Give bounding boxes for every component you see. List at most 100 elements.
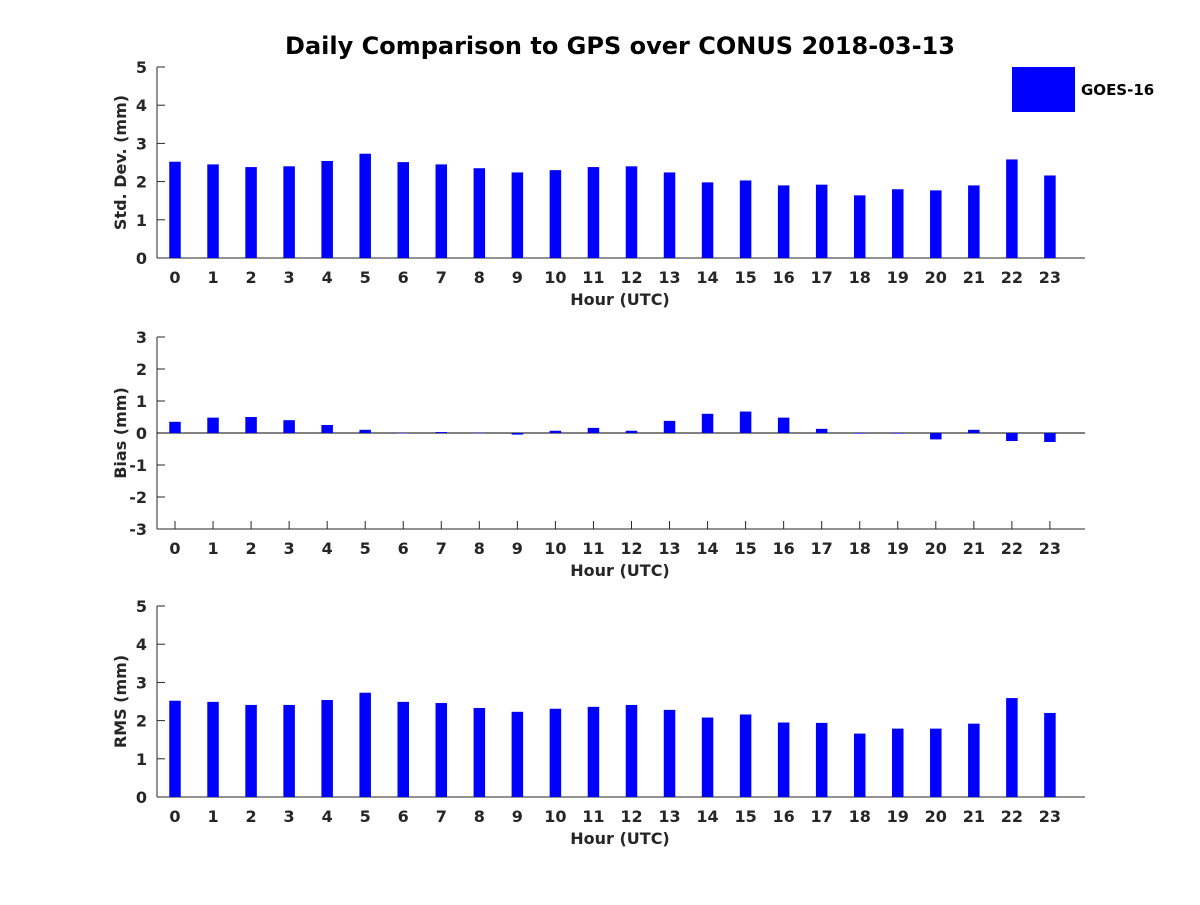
x-tick-label: 20 [925, 539, 947, 558]
bar-rms-23 [1044, 712, 1056, 797]
y-tick-label: 0 [136, 424, 147, 443]
bar-bias-18 [853, 433, 866, 434]
bar-rms-1 [207, 701, 219, 797]
x-tick-label: 3 [284, 807, 295, 826]
bar-std-dev-11 [587, 167, 600, 258]
x-tick-label: 13 [658, 268, 680, 287]
x-tick-label: 14 [696, 539, 718, 558]
x-tick-label: 17 [811, 268, 833, 287]
x-tick-label: 0 [169, 268, 180, 287]
y-axis-label: RMS (mm) [111, 655, 130, 748]
bar-std-dev-16 [777, 185, 790, 258]
y-tick-label: 2 [136, 712, 147, 731]
x-tick-label: 1 [207, 807, 218, 826]
x-tick-label: 8 [474, 268, 485, 287]
y-tick-label: 1 [136, 750, 147, 769]
x-tick-label: 0 [169, 539, 180, 558]
bar-std-dev-20 [930, 190, 942, 258]
y-tick-label: 3 [136, 673, 147, 692]
bar-std-dev-18 [853, 195, 866, 258]
bar-bias-14 [701, 413, 714, 433]
x-tick-label: 10 [544, 539, 566, 558]
y-tick-label: 5 [136, 58, 147, 77]
bar-rms-5 [359, 692, 371, 797]
bar-std-dev-10 [549, 170, 562, 258]
x-tick-label: 20 [925, 807, 947, 826]
bar-bias-1 [207, 417, 219, 433]
bar-rms-19 [892, 728, 904, 797]
x-tick-label: 6 [398, 807, 409, 826]
bar-bias-6 [397, 433, 409, 434]
bar-rms-9 [511, 711, 524, 797]
x-tick-label: 2 [246, 807, 257, 826]
x-tick-label: 3 [284, 268, 295, 287]
bar-rms-7 [435, 703, 448, 797]
y-tick-label: 4 [136, 96, 147, 115]
bar-std-dev-3 [283, 166, 295, 258]
x-tick-label: 22 [1001, 807, 1023, 826]
bar-bias-22 [1006, 433, 1018, 441]
x-tick-label: 13 [658, 539, 680, 558]
bar-bias-11 [587, 427, 600, 433]
bar-rms-20 [930, 728, 942, 797]
x-tick-label: 14 [696, 268, 718, 287]
bar-bias-20 [930, 433, 942, 440]
x-tick-label: 11 [582, 807, 604, 826]
bar-std-dev-23 [1044, 175, 1056, 258]
x-tick-label: 22 [1001, 539, 1023, 558]
x-tick-label: 23 [1039, 539, 1061, 558]
y-tick-label: 0 [136, 788, 147, 807]
x-tick-label: 14 [696, 807, 718, 826]
x-tick-label: 18 [849, 268, 871, 287]
x-axis-label: Hour (UTC) [570, 290, 670, 309]
bar-bias-16 [777, 417, 790, 433]
x-tick-label: 0 [169, 807, 180, 826]
x-tick-label: 2 [246, 539, 257, 558]
bar-std-dev-21 [968, 185, 980, 258]
x-tick-label: 5 [360, 807, 371, 826]
bar-std-dev-17 [815, 184, 828, 258]
x-tick-label: 18 [849, 807, 871, 826]
y-tick-label: 4 [136, 635, 147, 654]
bar-rms-18 [853, 733, 866, 797]
bar-bias-17 [815, 428, 828, 433]
y-tick-label: 2 [136, 173, 147, 192]
bar-rms-2 [245, 704, 257, 797]
y-axis-label: Std. Dev. (mm) [111, 95, 130, 230]
legend: GOES-16 [1012, 67, 1154, 112]
y-tick-label: 3 [136, 328, 147, 347]
bar-std-dev-12 [625, 166, 638, 258]
x-tick-label: 13 [658, 807, 680, 826]
bar-rms-6 [397, 701, 409, 797]
bar-rms-3 [283, 704, 295, 797]
x-axis-label: Hour (UTC) [570, 829, 670, 848]
y-tick-label: -3 [129, 520, 147, 539]
x-tick-label: 12 [620, 539, 642, 558]
y-axis-label: Bias (mm) [111, 387, 130, 479]
x-tick-label: 10 [544, 807, 566, 826]
x-tick-label: 5 [360, 539, 371, 558]
bar-rms-11 [587, 706, 600, 797]
bar-bias-13 [663, 420, 676, 433]
x-tick-label: 6 [398, 539, 409, 558]
chart-title: Daily Comparison to GPS over CONUS 2018-… [285, 32, 955, 60]
bar-bias-15 [739, 411, 752, 433]
x-tick-label: 16 [773, 807, 795, 826]
y-tick-label: 1 [136, 211, 147, 230]
x-tick-label: 9 [512, 539, 523, 558]
bar-std-dev-19 [892, 189, 904, 258]
x-tick-label: 1 [207, 539, 218, 558]
x-tick-label: 17 [811, 539, 833, 558]
legend-label: GOES-16 [1081, 81, 1154, 99]
x-tick-label: 16 [773, 539, 795, 558]
x-tick-label: 8 [474, 539, 485, 558]
bar-rms-14 [701, 717, 714, 797]
bar-std-dev-15 [739, 180, 752, 258]
bar-bias-5 [359, 429, 371, 433]
bar-rms-17 [815, 722, 828, 797]
bar-std-dev-7 [435, 164, 448, 258]
